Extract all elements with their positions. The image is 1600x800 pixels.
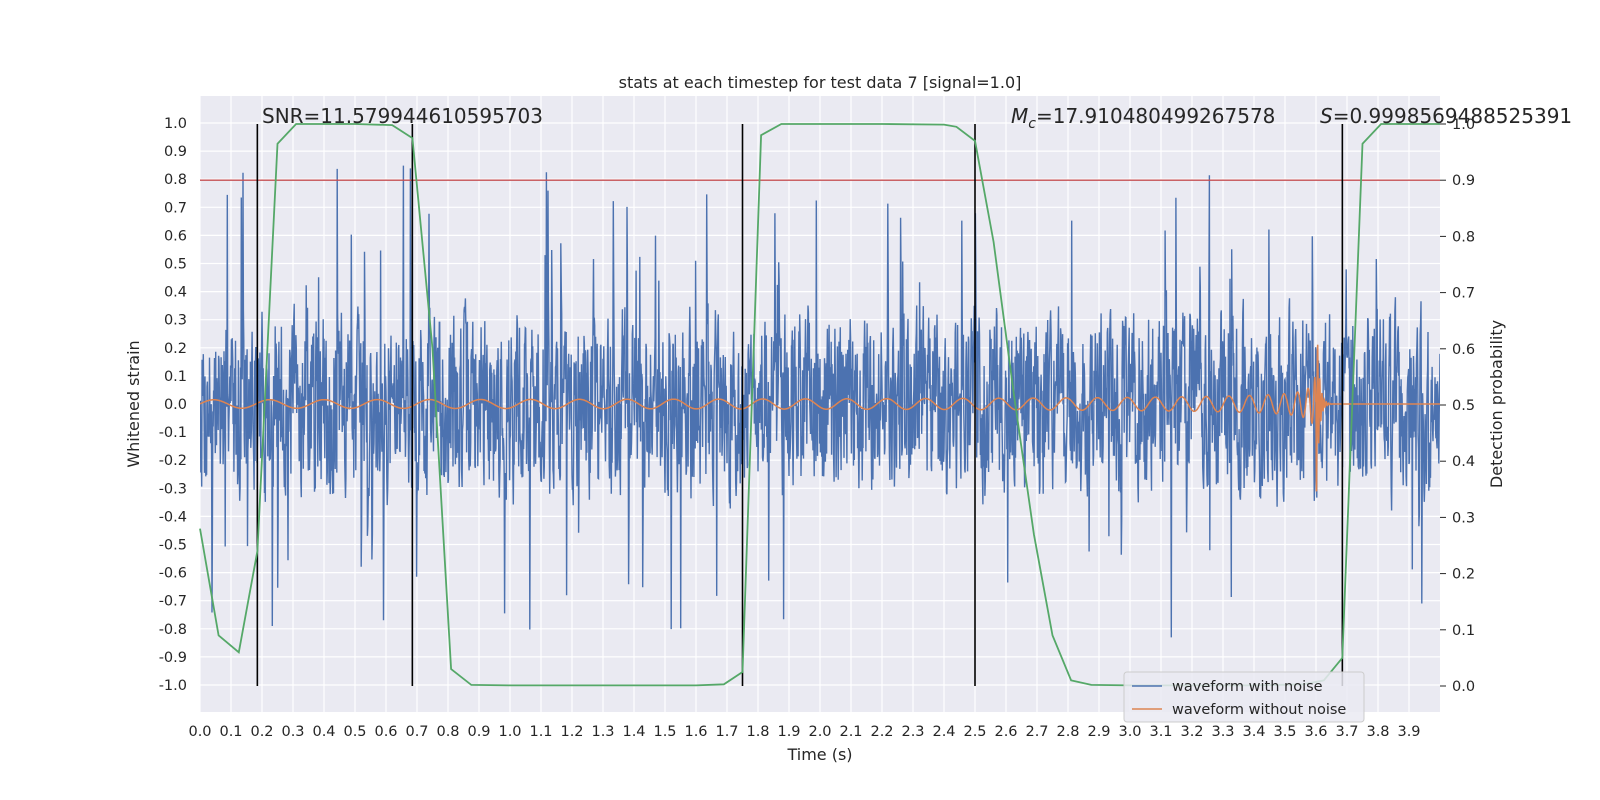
s-annotation: S=0.9998569488525391 — [1320, 104, 1572, 128]
x-tick-label: 2.9 — [1087, 724, 1110, 740]
y-tick-label: -0.9 — [159, 650, 187, 666]
x-tick-label: 3.1 — [1149, 724, 1172, 740]
x-tick-label: 1.7 — [715, 724, 738, 740]
x-axis-label: Time (s) — [786, 745, 852, 764]
y-tick-label: 0.4 — [164, 285, 187, 301]
y2-tick-label: 0.1 — [1452, 623, 1475, 639]
x-tick-label: 2.7 — [1025, 724, 1048, 740]
y2-tick-label: 0.0 — [1452, 679, 1475, 695]
legend-box — [1123, 671, 1365, 723]
chirp-mass-value: =17.910480499267578 — [1036, 104, 1275, 128]
legend-label-with-noise: waveform with noise — [1172, 679, 1323, 695]
y-tick-label: 0.1 — [164, 369, 187, 385]
y2-tick-label: 0.2 — [1452, 567, 1475, 583]
x-tick-label: 3.2 — [1180, 724, 1203, 740]
y-tick-label: -0.2 — [159, 453, 187, 469]
legend: waveform with noise waveform without noi… — [1123, 671, 1365, 723]
x-tick-label: 0.3 — [281, 724, 304, 740]
x-tick-label: 1.1 — [529, 724, 552, 740]
y-tick-label: -0.1 — [159, 425, 187, 441]
x-tick-label: 2.4 — [932, 724, 955, 740]
x-tick-label: 2.6 — [994, 724, 1017, 740]
y-axis-ticks: 1.0 0.9 0.8 0.7 0.6 0.5 0.4 0.3 0.2 0.1 0.0 -0.1 -0.… — [159, 116, 187, 694]
x-tick-label: 3.3 — [1211, 724, 1234, 740]
y2-axis-ticks: 1.0 0.9 0.8 0.7 0.6 0.5 0.4 0.3 0.2 0.1 0.0 — [1440, 117, 1475, 695]
x-tick-label: 0.5 — [343, 724, 366, 740]
x-tick-label: 0.1 — [219, 724, 242, 740]
y2-tick-label: 0.9 — [1452, 173, 1475, 189]
y-tick-label: -1.0 — [159, 678, 187, 694]
y2-tick-label: 1.0 — [1452, 117, 1475, 133]
x-tick-label: 3.0 — [1118, 724, 1141, 740]
series-waveform-with-noise — [200, 165, 1440, 638]
y-tick-label: 0.7 — [164, 200, 187, 216]
x-tick-label: 1.8 — [746, 724, 769, 740]
y-tick-label: -0.7 — [159, 594, 187, 610]
y2-tick-label: 0.4 — [1452, 454, 1475, 470]
chirp-mass-annotation: Mc=17.910480499267578 — [1011, 104, 1275, 132]
x-tick-label: 1.6 — [684, 724, 707, 740]
x-tick-label: 3.8 — [1366, 724, 1389, 740]
vertical-markers — [256, 124, 1344, 686]
snr-annotation: SNR=11.579944610595703 — [262, 104, 543, 128]
x-tick-label: 1.4 — [622, 724, 645, 740]
x-tick-label: 2.0 — [808, 724, 831, 740]
y2-tick-label: 0.6 — [1452, 342, 1475, 358]
y-tick-label: 0.3 — [164, 313, 187, 329]
y-tick-label: 0.9 — [164, 144, 187, 160]
y2-axis-label: Detection probability — [1487, 320, 1506, 488]
y2-tick-label: 0.8 — [1452, 229, 1475, 245]
s-symbol: S — [1320, 104, 1333, 128]
y-tick-label: -0.3 — [159, 481, 187, 497]
chart-title: stats at each timestep for test data 7 [… — [619, 73, 1022, 92]
x-tick-label: 3.7 — [1335, 724, 1358, 740]
y-tick-label: -0.4 — [159, 509, 187, 525]
noise-line — [200, 165, 1440, 638]
x-tick-label: 1.9 — [777, 724, 800, 740]
y-tick-label: 0.8 — [164, 172, 187, 188]
x-tick-label: 3.5 — [1273, 724, 1296, 740]
y2-tick-label: 0.7 — [1452, 286, 1475, 302]
x-tick-label: 3.6 — [1304, 724, 1327, 740]
y-tick-label: -0.8 — [159, 622, 187, 638]
y-tick-label: 0.6 — [164, 228, 187, 244]
series-waveform-without-noise — [200, 344, 1440, 492]
s-value: =0.9998569488525391 — [1333, 104, 1572, 128]
y-tick-label: 0.2 — [164, 341, 187, 357]
chirp-mass-subscript: c — [1028, 116, 1036, 132]
x-tick-label: 2.3 — [901, 724, 924, 740]
x-tick-label: 1.3 — [591, 724, 614, 740]
x-tick-label: 1.0 — [498, 724, 521, 740]
x-tick-label: 0.0 — [188, 724, 211, 740]
chirp-mass-symbol: M — [1011, 104, 1028, 128]
x-tick-label: 0.9 — [467, 724, 490, 740]
y-tick-label: -0.5 — [159, 538, 187, 554]
y-tick-label: -0.6 — [159, 566, 187, 582]
y-tick-label: 1.0 — [164, 116, 187, 132]
x-tick-label: 1.2 — [560, 724, 583, 740]
y-axis-label: Whitened strain — [124, 340, 143, 467]
x-tick-label: 3.9 — [1397, 724, 1420, 740]
x-tick-label: 0.6 — [374, 724, 397, 740]
x-axis-ticks: 0.0 0.1 0.2 0.3 0.4 0.5 0.6 0.7 0.8 0.9 1.0 1.1 1.2 1… — [188, 724, 1420, 740]
x-tick-label: 0.2 — [250, 724, 273, 740]
x-tick-label: 2.1 — [839, 724, 862, 740]
y-tick-label: 0.0 — [164, 397, 187, 413]
y2-tick-label: 0.3 — [1452, 510, 1475, 526]
x-tick-label: 0.4 — [312, 724, 335, 740]
x-tick-label: 2.8 — [1056, 724, 1079, 740]
y-tick-label: 0.5 — [164, 257, 187, 273]
x-tick-label: 1.5 — [653, 724, 676, 740]
x-tick-label: 0.8 — [436, 724, 459, 740]
legend-label-without-noise: waveform without noise — [1172, 702, 1346, 718]
y2-tick-label: 0.5 — [1452, 398, 1475, 414]
x-tick-label: 0.7 — [405, 724, 428, 740]
clean-line — [200, 344, 1440, 492]
x-tick-label: 2.2 — [870, 724, 893, 740]
x-tick-label: 3.4 — [1242, 724, 1265, 740]
x-tick-label: 2.5 — [963, 724, 986, 740]
